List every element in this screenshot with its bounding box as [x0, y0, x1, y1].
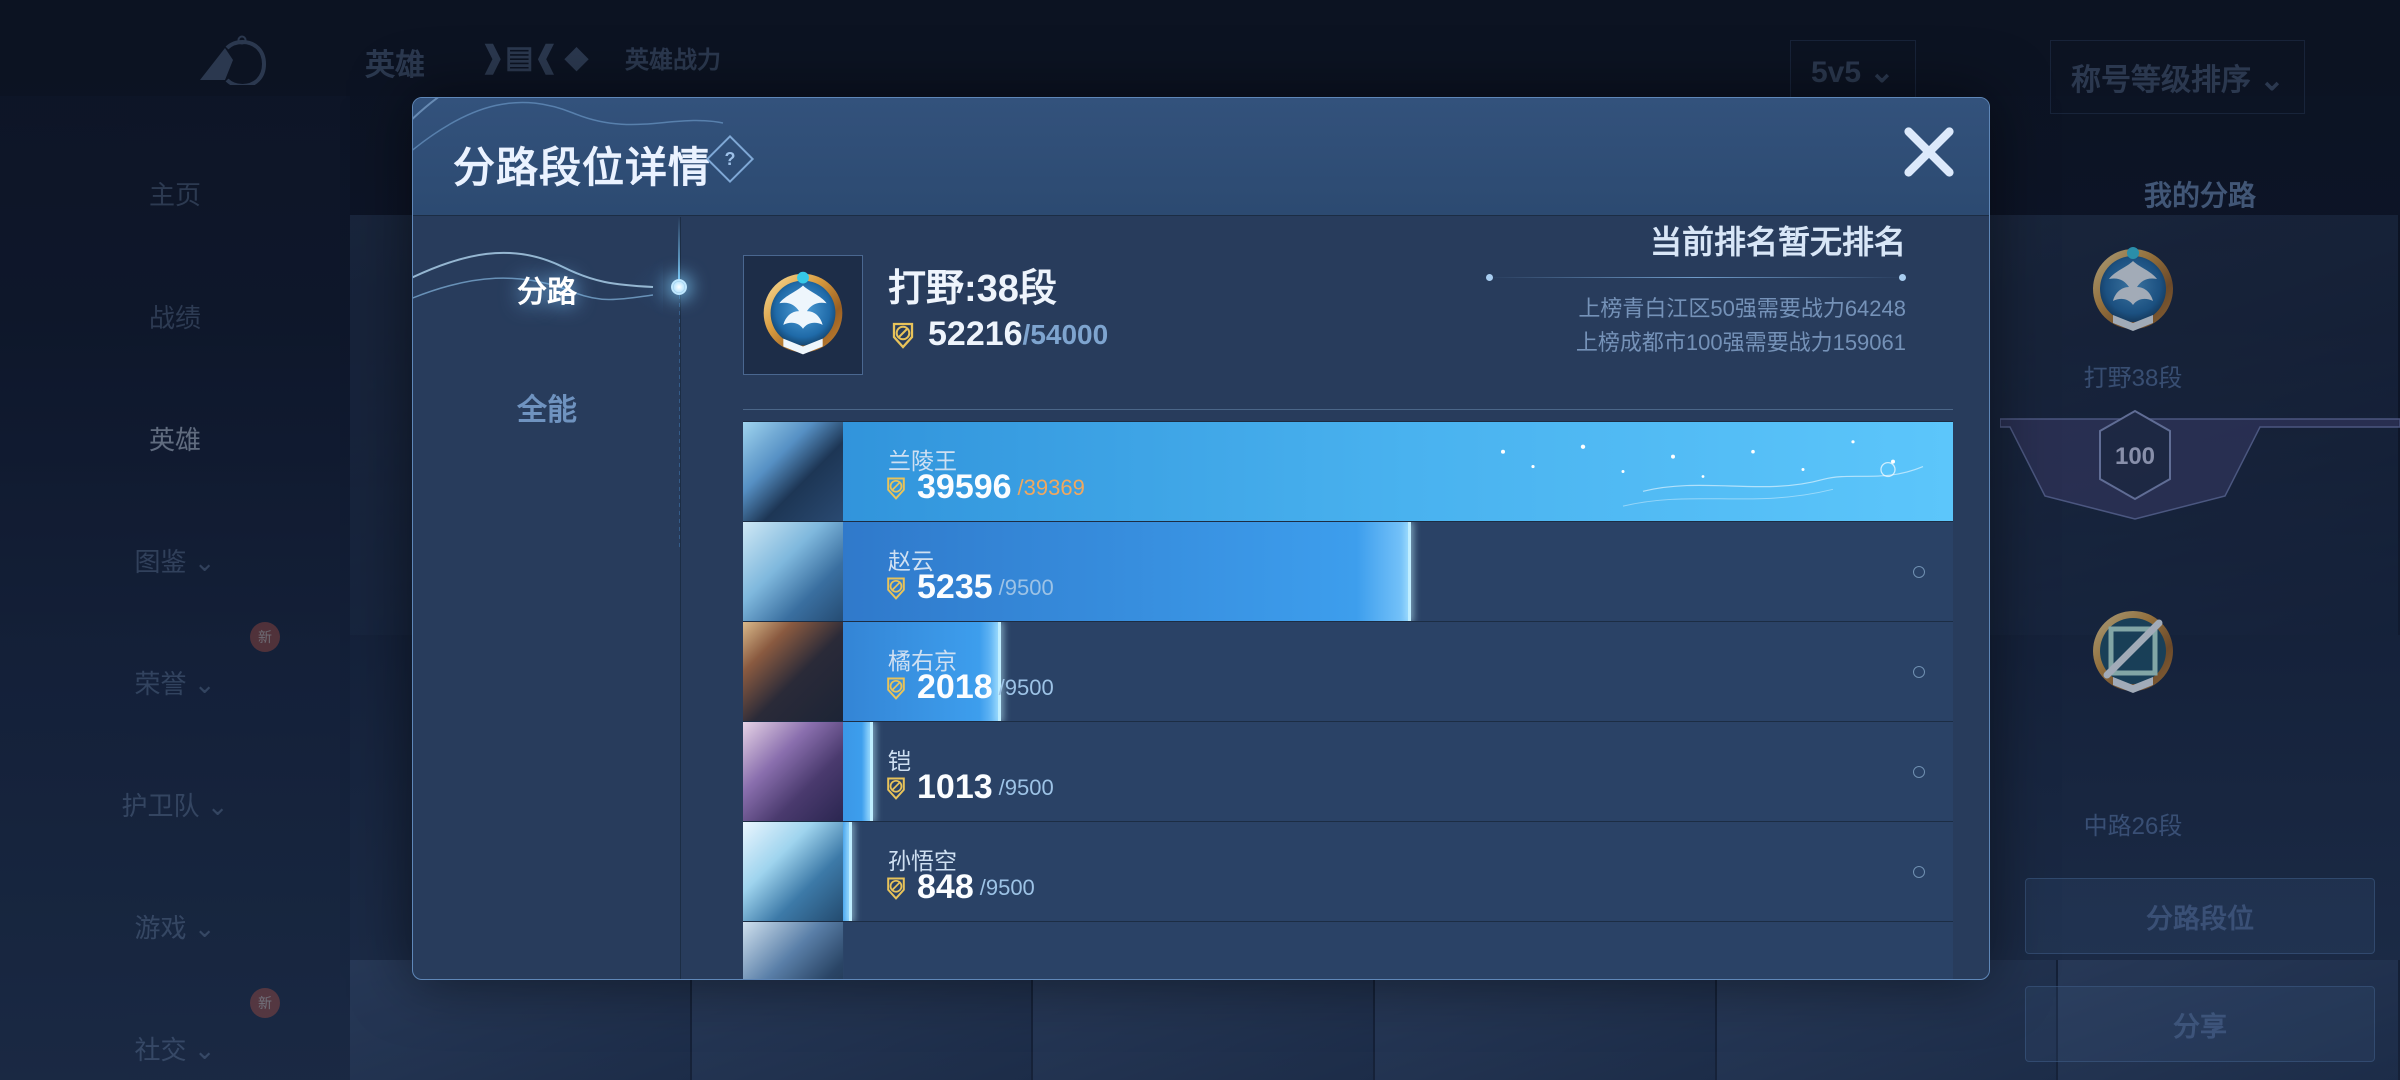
svg-text:100: 100 [2115, 443, 2155, 470]
